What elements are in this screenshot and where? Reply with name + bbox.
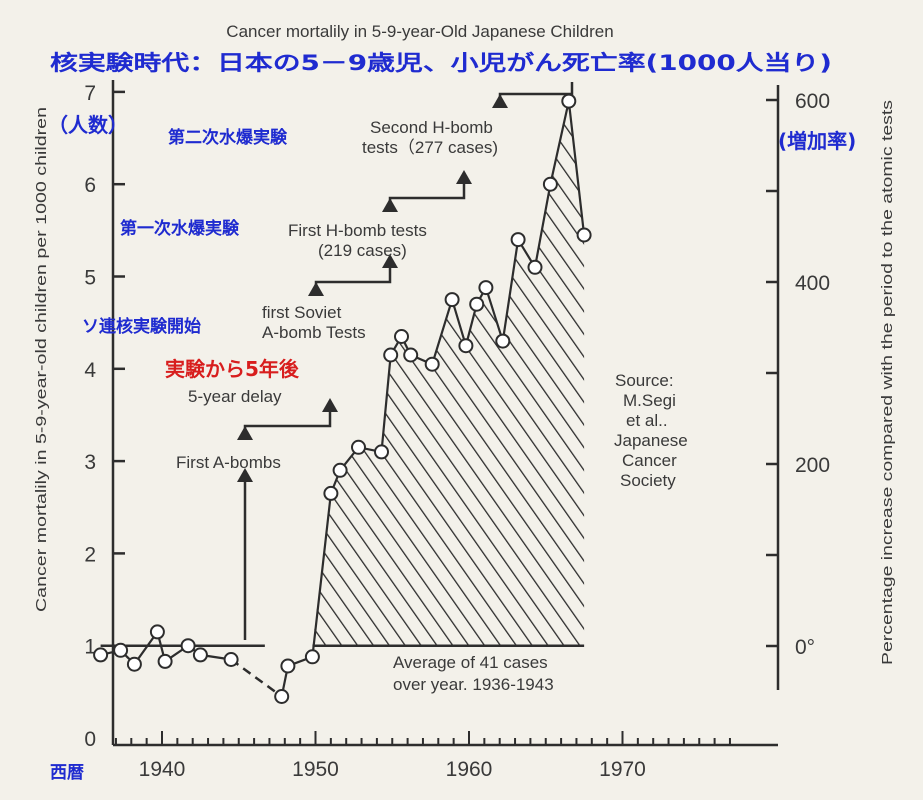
x-axis-title-jp: 西暦 [50, 763, 84, 783]
data-point-9 [280, 658, 296, 674]
data-point-13 [351, 439, 366, 455]
data-point-6 [192, 647, 208, 663]
y-tick-label-7: 7 [84, 82, 96, 105]
data-point-0 [93, 647, 109, 663]
annotation-soviet-line2: A-bomb Tests [262, 323, 366, 342]
data-point-17 [403, 347, 419, 363]
annotation-second-h-bomb-jp: 第二次水爆実験 [168, 127, 288, 148]
arrow-head [322, 398, 338, 412]
data-point-11 [323, 485, 339, 501]
annotation-soviet-jp: ソ連核実験開始 [82, 316, 201, 337]
hatched-increase-area [312, 101, 585, 646]
annotation-second-h-bomb-line1: Second H-bomb [370, 118, 493, 137]
arrow-soviet [314, 268, 392, 296]
annotation-five-year-delay: 5-year delay [188, 387, 282, 406]
annotation-soviet-line1: first Soviet [262, 303, 342, 322]
y-tick-label-5: 5 [84, 267, 96, 290]
y-tick-label-4: 4 [84, 359, 96, 382]
data-point-3 [149, 624, 165, 640]
data-point-16 [394, 329, 409, 344]
y-tick-label-1: 1 [84, 636, 96, 659]
data-point-19 [444, 292, 460, 308]
data-point-28 [576, 227, 592, 243]
data-point-26 [542, 176, 558, 192]
data-point-24 [510, 232, 526, 248]
y2-axis-unit-jp: (増加率) [778, 129, 856, 153]
y-tick-label-6: 6 [84, 174, 96, 197]
data-point-18 [424, 356, 440, 372]
chart-subtitle-jp: 核実験時代：日本の5－9歳児、小児がん死亡率(1000人当り) [50, 51, 832, 75]
y2-axis-title: Percentage increase compared with the pe… [879, 100, 896, 665]
arrow-head [456, 170, 472, 184]
y-tick-label-3: 3 [84, 451, 96, 474]
y2-tick-label-0: 0° [795, 636, 815, 659]
data-point-25 [527, 259, 543, 275]
data-point-12 [332, 462, 348, 478]
annotation-first-h-bomb-line1: First H-bomb tests [288, 221, 427, 240]
arrow-head [492, 94, 508, 108]
y-axis-unit-jp: （人数） [48, 113, 128, 137]
x-tick-label-1950: 1950 [292, 758, 339, 781]
y2-tick-label-600: 600 [795, 90, 830, 113]
arrow-head [382, 254, 398, 268]
annotation-first-a-bombs: First A-bombs [176, 453, 281, 472]
data-point-2 [126, 656, 142, 672]
event-arrows [237, 82, 574, 640]
chart-title: Cancer mortalily in 5-9-year-Old Japanes… [226, 22, 613, 41]
arrow-head [308, 282, 324, 296]
x-tick-label-1960: 1960 [446, 758, 493, 781]
y-axis-title: Cancer mortalily in 5-9-year-old childre… [33, 107, 50, 612]
data-point-27 [561, 93, 577, 109]
arrow-second-h-bomb [498, 82, 574, 108]
x-tick-label-1940: 1940 [139, 758, 186, 781]
baseline-note-line1: Average of 41 cases [393, 653, 548, 672]
arrow-head [237, 468, 253, 482]
data-point-23 [495, 333, 511, 349]
source-line4: Japanese [614, 431, 688, 450]
source-line6: Society [620, 471, 676, 490]
annotation-first-h-bomb-line2: (219 cases) [318, 241, 407, 260]
annotation-five-year-delay-jp: 実験から5年後 [165, 357, 300, 381]
data-point-5 [180, 638, 196, 654]
data-point-22 [478, 280, 494, 296]
data-point-10 [304, 649, 320, 665]
y-tick-label-2: 2 [84, 543, 96, 566]
annotation-second-h-bomb-line2: tests（277 cases) [362, 138, 498, 157]
data-point-14 [374, 444, 389, 460]
data-point-7 [223, 652, 239, 667]
arrow-five-year-delay [243, 412, 332, 440]
x-tick-label-1970: 1970 [599, 758, 646, 781]
data-point-8 [274, 689, 290, 704]
arrow-head [237, 426, 253, 440]
y-tick-label-0: 0 [84, 728, 96, 751]
arrow-first-h-bomb [388, 184, 466, 212]
source-line5: Cancer [622, 451, 677, 470]
annotation-first-h-bomb-jp: 第一次水爆実験 [120, 218, 240, 239]
data-point-4 [157, 653, 173, 669]
mortality-gap-dashed [230, 658, 283, 698]
y2-tick-label-200: 200 [795, 454, 830, 477]
baseline-note-line2: over year. 1936-1943 [393, 675, 554, 694]
data-point-21 [469, 296, 485, 312]
y2-tick-label-400: 400 [795, 272, 830, 295]
data-point-1 [113, 642, 129, 658]
data-point-15 [383, 347, 399, 363]
data-point-20 [458, 338, 474, 354]
source-line2: M.Segi [623, 391, 676, 410]
source-line3: et al.. [626, 411, 668, 430]
arrow-head [382, 198, 398, 212]
source-line1: Source: [615, 371, 674, 390]
